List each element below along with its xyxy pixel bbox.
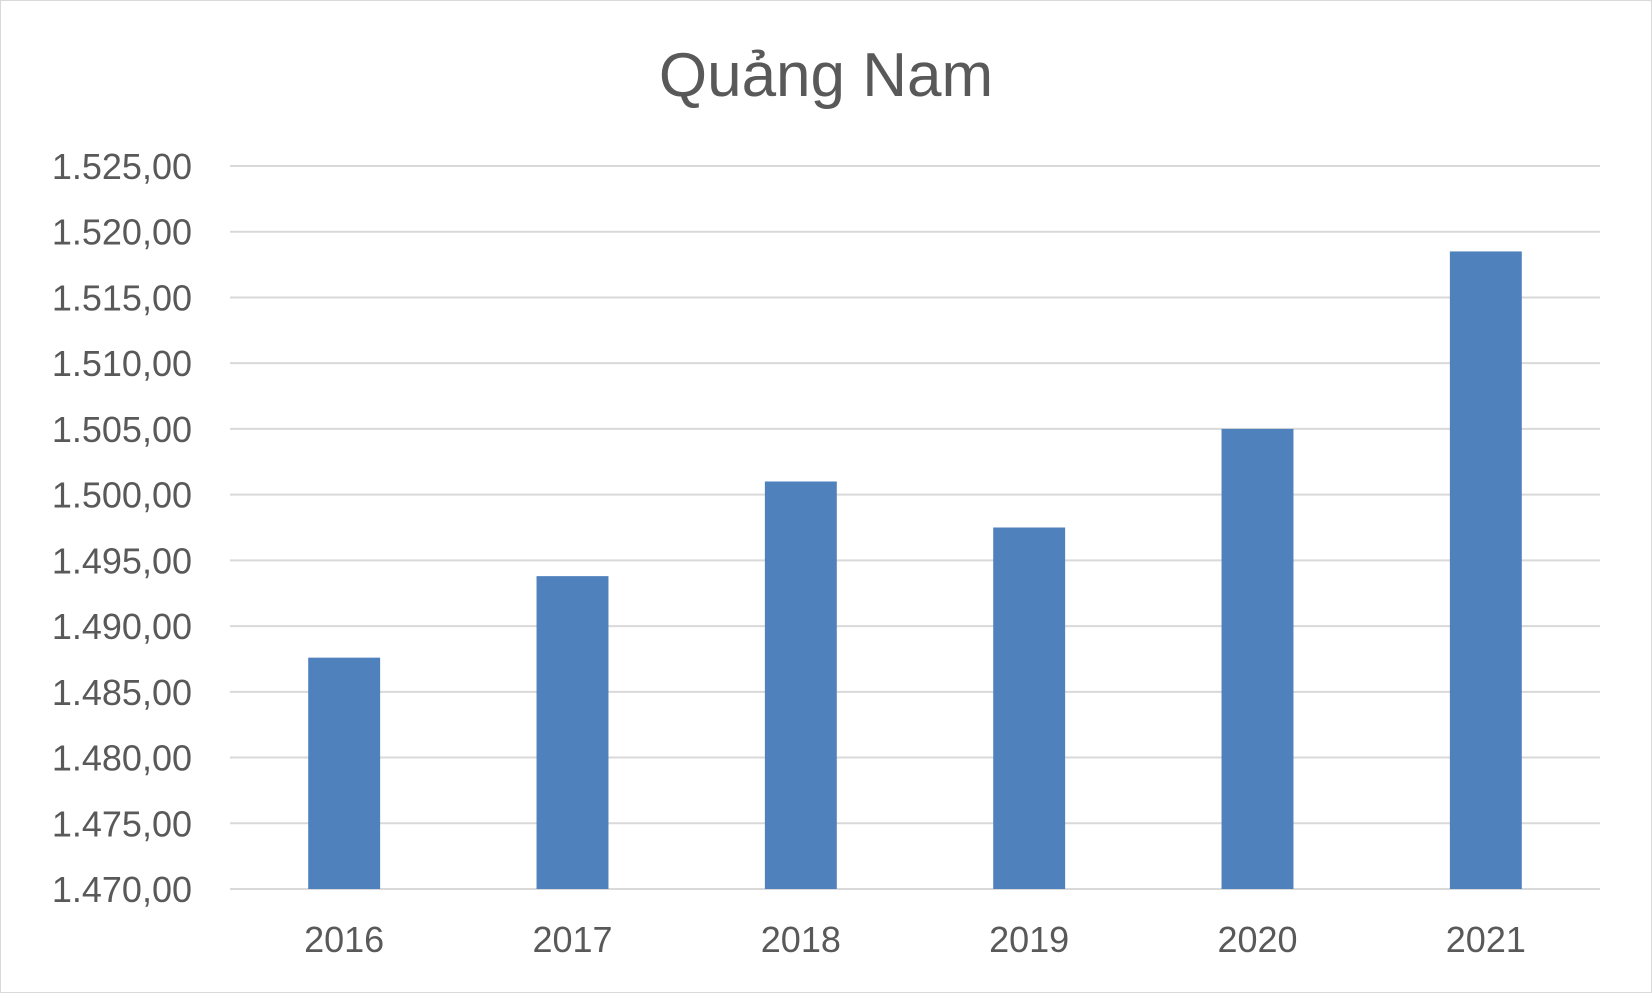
x-tick-label: 2020 <box>1217 919 1297 960</box>
bar-2019 <box>993 527 1066 889</box>
bar-2021 <box>1449 251 1522 890</box>
bar-2020 <box>1221 428 1294 889</box>
x-tick-label: 2017 <box>532 919 612 960</box>
y-tick-label: 1.525,00 <box>52 146 192 187</box>
bar-2017 <box>536 576 609 889</box>
bar-2018 <box>764 481 837 889</box>
gridlines <box>230 165 1600 890</box>
bars <box>308 251 1522 890</box>
y-tick-label: 1.475,00 <box>52 803 192 844</box>
y-tick-label: 1.500,00 <box>52 475 192 516</box>
y-tick-label: 1.515,00 <box>52 277 192 318</box>
chart-title: Quảng Nam <box>659 41 993 110</box>
x-tick-label: 2021 <box>1446 919 1526 960</box>
x-tick-label: 2016 <box>304 919 384 960</box>
x-tick-label: 2019 <box>989 919 1069 960</box>
y-tick-label: 1.505,00 <box>52 409 192 450</box>
x-axis-ticks: 2016 2017 2018 2019 2020 2021 <box>304 919 1526 960</box>
y-tick-label: 1.520,00 <box>52 212 192 253</box>
y-tick-label: 1.495,00 <box>52 540 192 581</box>
y-tick-label: 1.480,00 <box>52 738 192 779</box>
y-tick-label: 1.510,00 <box>52 343 192 384</box>
y-axis-ticks: 1.470,00 1.475,00 1.480,00 1.485,00 1.490,00… <box>52 146 192 910</box>
x-tick-label: 2018 <box>761 919 841 960</box>
y-tick-label: 1.470,00 <box>52 869 192 910</box>
y-tick-label: 1.485,00 <box>52 672 192 713</box>
bar-2016 <box>308 657 381 889</box>
y-tick-label: 1.490,00 <box>52 606 192 647</box>
